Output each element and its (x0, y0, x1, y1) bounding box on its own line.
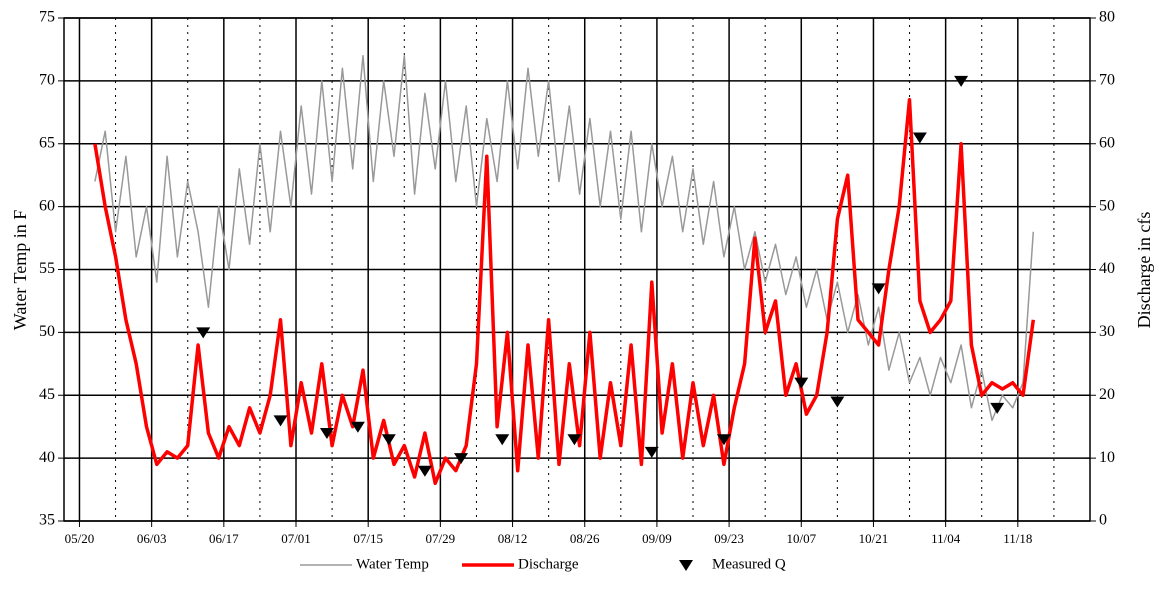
legend-marker (679, 560, 693, 571)
measured-marker (495, 434, 510, 446)
measured-marker (871, 283, 886, 295)
legend-label: Measured Q (712, 556, 786, 572)
measured-marker (196, 327, 211, 339)
y-tick-label: 75 (39, 9, 55, 26)
x-tick-label: 07/01 (281, 531, 311, 546)
y-tick-label: 35 (39, 512, 55, 529)
y2-tick-label: 20 (1099, 386, 1115, 403)
y2-tick-label: 10 (1099, 449, 1115, 466)
measured-marker (381, 434, 396, 446)
legend-label: Discharge (518, 556, 579, 572)
y2-tick-label: 70 (1099, 72, 1115, 89)
x-tick-label: 08/12 (498, 531, 528, 546)
y-tick-label: 40 (39, 449, 55, 466)
x-tick-label: 10/21 (859, 531, 889, 546)
x-tick-label: 09/23 (714, 531, 744, 546)
measured-marker (273, 415, 288, 427)
measured-marker (912, 132, 927, 144)
y2-tick-label: 40 (1099, 260, 1115, 277)
y2-tick-label: 50 (1099, 197, 1115, 214)
plot-frame (63, 17, 1091, 522)
y-tick-label: 65 (39, 134, 55, 151)
y-tick-label: 55 (39, 260, 55, 277)
x-tick-label: 06/03 (137, 531, 167, 546)
measured-marker (794, 377, 809, 389)
x-tick-label: 07/15 (353, 531, 383, 546)
x-tick-label: 06/17 (209, 531, 239, 546)
y-tick-label: 50 (39, 323, 55, 340)
x-tick-label: 11/18 (1003, 531, 1032, 546)
measured-marker (954, 75, 969, 87)
y2-axis-title: Discharge in cfs (1134, 212, 1154, 329)
y-tick-label: 70 (39, 72, 55, 89)
measured-marker (716, 434, 731, 446)
y-tick-label: 60 (39, 197, 55, 214)
x-tick-label: 10/07 (786, 531, 816, 546)
y2-tick-label: 0 (1099, 512, 1107, 529)
measured-marker (990, 402, 1005, 414)
x-tick-label: 07/29 (426, 531, 456, 546)
x-tick-label: 08/26 (570, 531, 600, 546)
legend-label: Water Temp (356, 556, 429, 572)
y-axis-title: Water Temp in F (10, 210, 30, 330)
measured-marker (830, 396, 845, 408)
measured-marker (567, 434, 582, 446)
x-tick-label: 09/09 (642, 531, 672, 546)
y2-tick-label: 60 (1099, 134, 1115, 151)
y2-tick-label: 80 (1099, 9, 1115, 26)
measured-marker (644, 446, 659, 458)
measured-marker (417, 465, 432, 477)
x-tick-label: 11/04 (931, 531, 961, 546)
measured-marker (350, 421, 365, 433)
measured-marker (319, 427, 334, 439)
series-line (94, 54, 1035, 422)
series-line (93, 97, 1036, 486)
measured-marker (453, 453, 468, 465)
x-tick-label: 05/20 (65, 531, 95, 546)
y2-tick-label: 30 (1099, 323, 1115, 340)
y-tick-label: 45 (39, 386, 55, 403)
